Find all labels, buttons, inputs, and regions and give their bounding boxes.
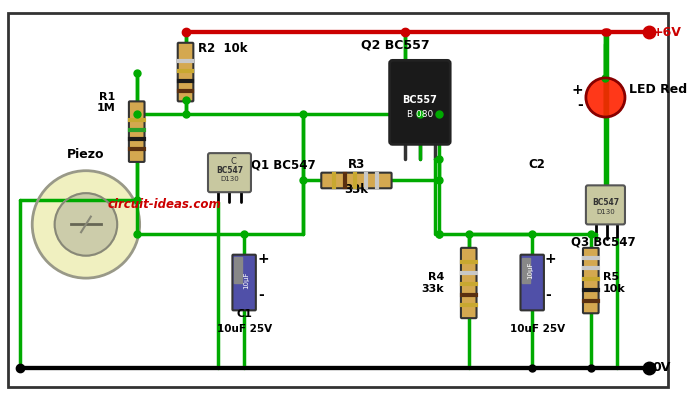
- Text: +: +: [571, 83, 583, 97]
- FancyBboxPatch shape: [322, 173, 392, 188]
- Text: BC547: BC547: [216, 166, 243, 175]
- Text: D130: D130: [596, 209, 615, 215]
- Text: +: +: [545, 252, 557, 266]
- FancyBboxPatch shape: [129, 101, 145, 162]
- Text: 10uF 25V: 10uF 25V: [509, 324, 564, 334]
- Text: 10µF: 10µF: [243, 271, 249, 289]
- FancyBboxPatch shape: [586, 185, 625, 224]
- Text: LED Red: LED Red: [629, 83, 687, 96]
- Text: R4
33k: R4 33k: [422, 272, 444, 294]
- Text: +: +: [258, 252, 269, 266]
- FancyBboxPatch shape: [232, 255, 256, 310]
- Text: -: -: [545, 288, 551, 302]
- Text: BC557: BC557: [402, 95, 437, 105]
- Text: R5
10k: R5 10k: [603, 272, 625, 294]
- Text: D130: D130: [220, 176, 239, 182]
- FancyBboxPatch shape: [208, 153, 251, 192]
- Text: C: C: [230, 158, 237, 166]
- Text: R1
1M: R1 1M: [97, 92, 116, 113]
- Text: 10uF 25V: 10uF 25V: [216, 324, 271, 334]
- Text: Q2 BC557: Q2 BC557: [361, 39, 430, 52]
- FancyBboxPatch shape: [390, 60, 450, 144]
- Text: C2: C2: [529, 158, 546, 171]
- Circle shape: [55, 193, 117, 256]
- FancyBboxPatch shape: [461, 248, 477, 318]
- Text: circuit-ideas.com: circuit-ideas.com: [107, 198, 221, 211]
- Text: B 080: B 080: [406, 110, 433, 118]
- Text: Piezo: Piezo: [68, 148, 104, 161]
- Text: 0V: 0V: [652, 362, 671, 374]
- Text: 33k: 33k: [345, 183, 368, 196]
- Text: 10µF: 10µF: [528, 262, 533, 279]
- Text: -: -: [577, 98, 583, 112]
- Text: -: -: [258, 288, 264, 302]
- Bar: [235, 257, 242, 283]
- Text: BC547: BC547: [592, 198, 619, 208]
- Text: C1: C1: [236, 309, 252, 319]
- FancyBboxPatch shape: [583, 248, 599, 313]
- Text: Q3 BC547: Q3 BC547: [571, 236, 636, 249]
- Text: R2  10k: R2 10k: [198, 42, 248, 55]
- Text: R3: R3: [348, 158, 365, 171]
- Circle shape: [586, 78, 625, 117]
- Text: +6V: +6V: [652, 26, 681, 38]
- FancyBboxPatch shape: [521, 255, 544, 310]
- FancyBboxPatch shape: [177, 43, 193, 101]
- Circle shape: [32, 171, 140, 278]
- Text: Q1 BC547: Q1 BC547: [251, 158, 315, 171]
- Bar: [523, 258, 530, 283]
